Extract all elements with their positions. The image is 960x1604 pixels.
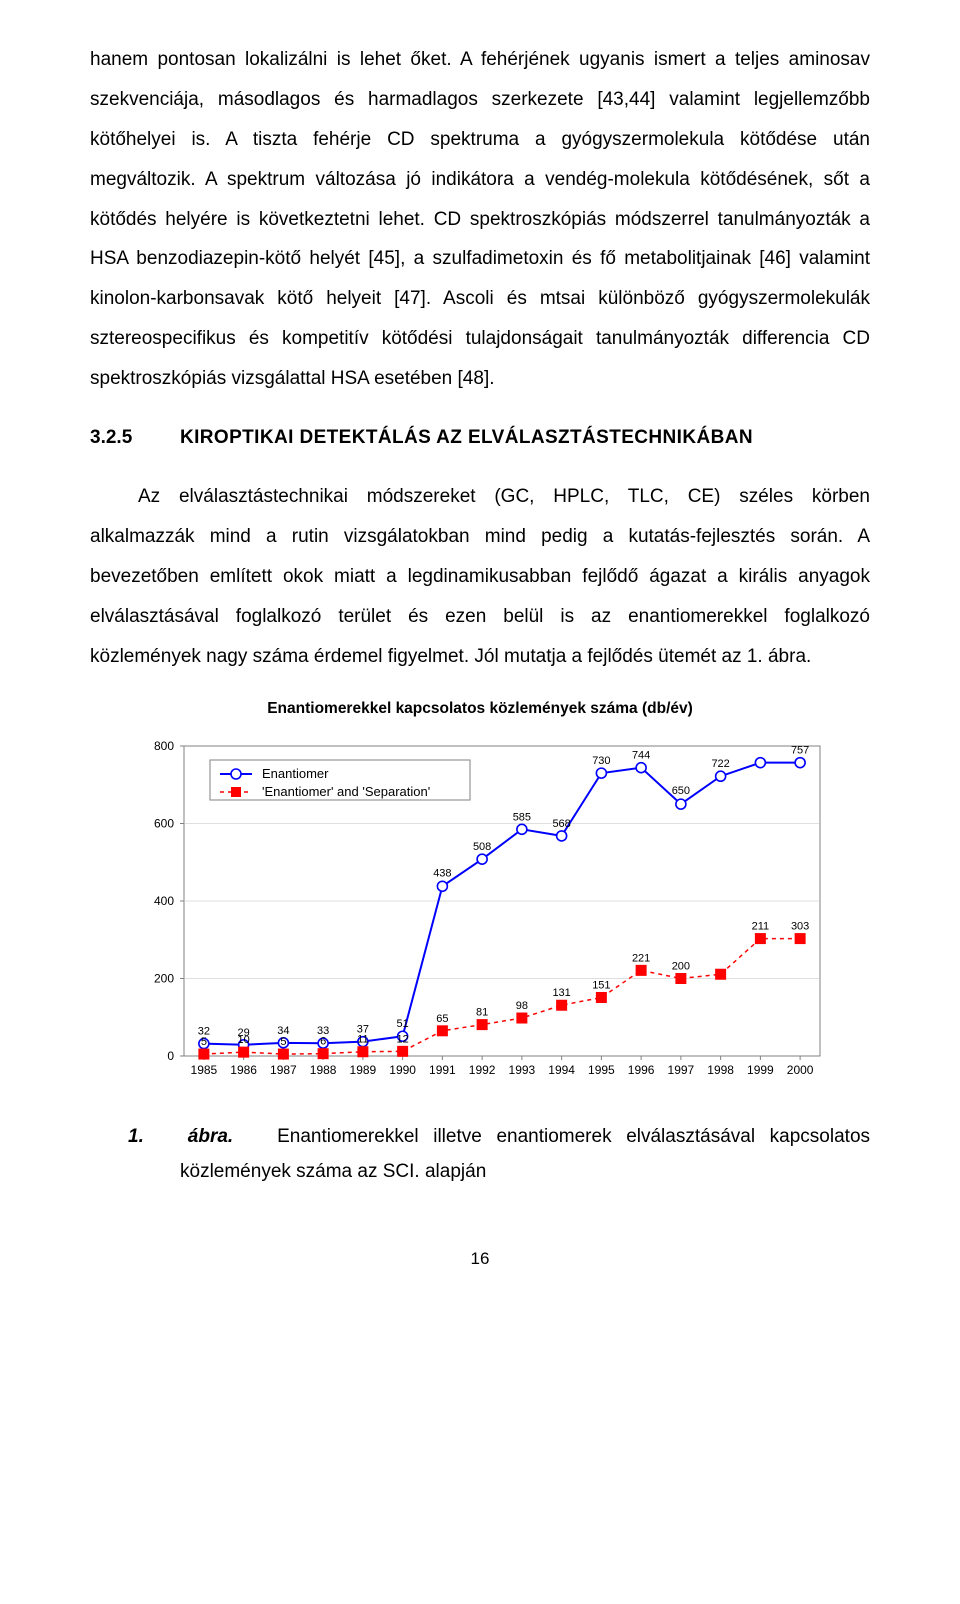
svg-text:98: 98 xyxy=(516,1000,528,1012)
svg-text:744: 744 xyxy=(632,750,650,762)
figure-number: 1. xyxy=(128,1126,144,1147)
svg-text:34: 34 xyxy=(277,1025,289,1037)
svg-text:730: 730 xyxy=(592,756,610,768)
svg-text:51: 51 xyxy=(397,1019,409,1031)
svg-text:303: 303 xyxy=(791,921,809,933)
svg-text:211: 211 xyxy=(752,921,770,933)
svg-text:200: 200 xyxy=(154,972,174,986)
chart-title: Enantiomerekkel kapcsolatos közlemények … xyxy=(90,700,870,718)
svg-text:1986: 1986 xyxy=(230,1063,257,1077)
svg-text:81: 81 xyxy=(476,1007,488,1019)
svg-text:5: 5 xyxy=(201,1037,207,1049)
svg-text:1989: 1989 xyxy=(350,1063,377,1077)
page-number: 16 xyxy=(90,1249,870,1269)
paragraph-2: Az elválasztástechnikai módszereket (GC,… xyxy=(90,477,870,676)
svg-text:585: 585 xyxy=(513,812,531,824)
paragraph-1: hanem pontosan lokalizálni is lehet őket… xyxy=(90,40,870,399)
chart-container: Enantiomerekkel kapcsolatos közlemények … xyxy=(90,700,870,1106)
section-number: 3.2.5 xyxy=(90,427,180,449)
svg-text:Enantiomer: Enantiomer xyxy=(262,766,329,781)
svg-text:11: 11 xyxy=(357,1034,368,1046)
svg-text:800: 800 xyxy=(154,739,174,753)
line-chart: 0 200 400 600 800 1985 1986 1987 1988 1989 1990 199… xyxy=(120,726,840,1106)
svg-text:6: 6 xyxy=(320,1036,326,1048)
svg-text:508: 508 xyxy=(473,842,491,854)
svg-text:2000: 2000 xyxy=(787,1063,814,1077)
svg-text:1991: 1991 xyxy=(429,1063,456,1077)
svg-text:1992: 1992 xyxy=(469,1063,496,1077)
svg-text:1995: 1995 xyxy=(588,1063,615,1077)
figure-word: ábra. xyxy=(188,1126,233,1147)
svg-text:0: 0 xyxy=(167,1049,174,1063)
svg-text:1990: 1990 xyxy=(389,1063,416,1077)
svg-text:12: 12 xyxy=(397,1034,409,1046)
svg-text:1993: 1993 xyxy=(509,1063,536,1077)
svg-text:'Enantiomer' and 'Separation': 'Enantiomer' and 'Separation' xyxy=(262,784,430,799)
svg-text:1998: 1998 xyxy=(707,1063,734,1077)
svg-text:1994: 1994 xyxy=(548,1063,575,1077)
svg-text:1997: 1997 xyxy=(668,1063,695,1077)
figure-caption: 1. ábra. Enantiomerekkel illetve enantio… xyxy=(90,1120,870,1188)
svg-text:438: 438 xyxy=(433,868,451,880)
figure-caption-text: Enantiomerekkel illetve enantiomerek elv… xyxy=(180,1126,870,1181)
svg-text:10: 10 xyxy=(238,1035,250,1047)
svg-text:757: 757 xyxy=(791,745,809,757)
svg-text:131: 131 xyxy=(552,988,570,1000)
svg-text:650: 650 xyxy=(672,786,690,798)
svg-text:600: 600 xyxy=(154,817,174,831)
svg-text:1999: 1999 xyxy=(747,1063,774,1077)
svg-text:1988: 1988 xyxy=(310,1063,337,1077)
svg-text:200: 200 xyxy=(672,961,690,973)
svg-text:221: 221 xyxy=(632,953,650,965)
svg-text:1987: 1987 xyxy=(270,1063,297,1077)
svg-text:1996: 1996 xyxy=(628,1063,655,1077)
section-heading: 3.2.5 KIROPTIKAI DETEKTÁLÁS AZ ELVÁLASZT… xyxy=(90,427,870,449)
svg-text:722: 722 xyxy=(711,759,729,771)
svg-text:5: 5 xyxy=(280,1037,286,1049)
svg-text:568: 568 xyxy=(552,818,570,830)
svg-text:1985: 1985 xyxy=(191,1063,218,1077)
section-title: KIROPTIKAI DETEKTÁLÁS AZ ELVÁLASZTÁSTECH… xyxy=(180,427,753,449)
svg-text:65: 65 xyxy=(436,1013,448,1025)
svg-text:151: 151 xyxy=(592,980,610,992)
svg-text:400: 400 xyxy=(154,894,174,908)
